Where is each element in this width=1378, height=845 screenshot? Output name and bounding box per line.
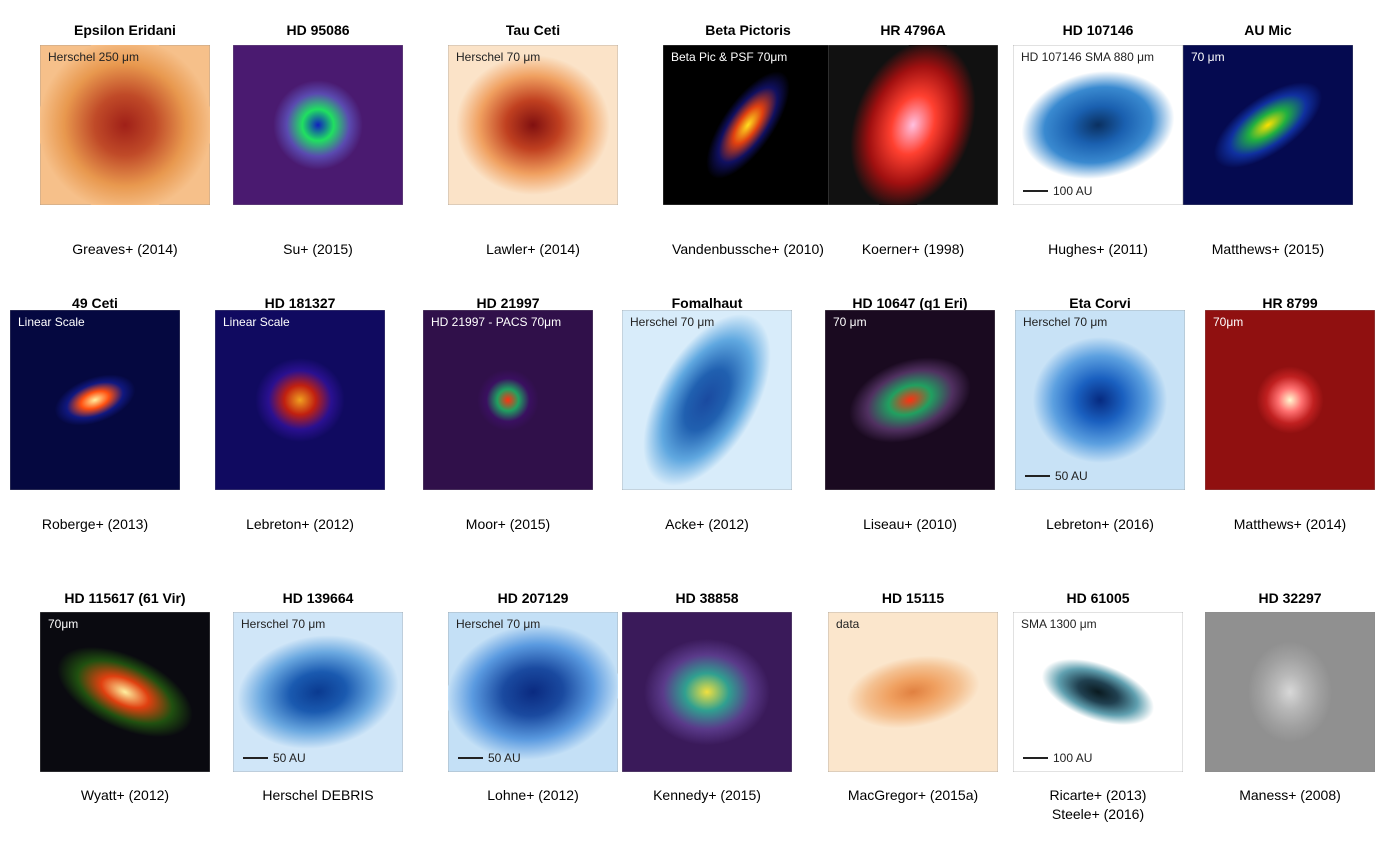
citation: Greaves+ (2014)	[25, 240, 225, 259]
disk-image: 70μm	[40, 612, 210, 772]
panel-title: Eta Corvi	[1000, 295, 1200, 311]
image-label: 70μm	[1213, 315, 1243, 329]
scale-label: 100 AU	[1053, 751, 1092, 765]
disk-image: Herschel 70 μm	[448, 45, 618, 205]
disk-image	[233, 45, 403, 205]
disk-image	[622, 612, 792, 772]
citation: Lawler+ (2014)	[433, 240, 633, 259]
disk-image: Linear Scale	[215, 310, 385, 490]
disk-image	[1205, 612, 1375, 772]
disk-image: Herschel 70 μm 50 AU	[1015, 310, 1185, 490]
panel-title: HD 21997	[408, 295, 608, 311]
panel-title: AU Mic	[1168, 22, 1368, 38]
panel-title: HD 32297	[1190, 590, 1378, 606]
disk-image: SMA 1300 μm 100 AU	[1013, 612, 1183, 772]
panel-title: Epsilon Eridani	[25, 22, 225, 38]
panel-title: HR 4796A	[813, 22, 1013, 38]
disk-image: Herschel 70 μm 50 AU	[233, 612, 403, 772]
panel-title: HD 139664	[218, 590, 418, 606]
citation: Roberge+ (2013)	[0, 515, 195, 534]
image-label: SMA 1300 μm	[1021, 617, 1097, 631]
image-label: 70μm	[48, 617, 78, 631]
citation: Wyatt+ (2012)	[25, 786, 225, 805]
disk-image: Herschel 70 μm	[622, 310, 792, 490]
scale-label: 100 AU	[1053, 184, 1092, 198]
image-label: 70 μm	[833, 315, 867, 329]
disk-image: Linear Scale	[10, 310, 180, 490]
disk	[1033, 337, 1167, 463]
citation: Su+ (2015)	[218, 240, 418, 259]
panel-title: HR 8799	[1190, 295, 1378, 311]
image-label: HD 21997 - PACS 70μm	[431, 315, 561, 329]
disk-image: Herschel 250 μm	[40, 45, 210, 205]
disk-image: 70μm	[1205, 310, 1375, 490]
disk	[1256, 366, 1323, 433]
disk-image: 70 μm	[825, 310, 995, 490]
disk-image: 70 μm	[1183, 45, 1353, 205]
panel-title: HD 61005	[998, 590, 1198, 606]
panel-title: HD 115617 (61 Vir)	[25, 590, 225, 606]
disk	[644, 639, 770, 745]
image-label: HD 107146 SMA 880 μm	[1021, 50, 1154, 64]
disk	[273, 80, 363, 170]
panel-title: HD 181327	[200, 295, 400, 311]
page: Epsilon Eridani Herschel 250 μm Greaves+ (…	[0, 0, 1378, 845]
citation: Moor+ (2015)	[408, 515, 608, 534]
citation: MacGregor+ (2015a)	[813, 786, 1013, 805]
disk-image: Beta Pic & PSF 70μm	[663, 45, 833, 205]
citation: Steele+ (2016)	[998, 805, 1198, 824]
image-label: Beta Pic & PSF 70μm	[671, 50, 787, 64]
scale-label: 50 AU	[273, 751, 306, 765]
disk	[456, 55, 610, 195]
panel-title: HD 207129	[433, 590, 633, 606]
disk-image: HD 107146 SMA 880 μm 100 AU	[1013, 45, 1183, 205]
image-label: Herschel 70 μm	[241, 617, 325, 631]
image-label: Herschel 70 μm	[1023, 315, 1107, 329]
citation: Lebreton+ (2016)	[1000, 515, 1200, 534]
citation: Kennedy+ (2015)	[607, 786, 807, 805]
image-label: Herschel 70 μm	[456, 617, 540, 631]
citation: Maness+ (2008)	[1190, 786, 1378, 805]
disk	[255, 358, 345, 442]
image-label: data	[836, 617, 860, 631]
image-label: Herschel 250 μm	[48, 50, 139, 64]
citation: Ricarte+ (2013)	[998, 786, 1198, 805]
disk	[1248, 642, 1332, 743]
panel-title: Tau Ceti	[433, 22, 633, 38]
citation: Herschel DEBRIS	[218, 786, 418, 805]
image-label: Linear Scale	[18, 315, 85, 329]
disk-image: Herschel 70 μm 50 AU	[448, 612, 618, 772]
image-label: Herschel 70 μm	[630, 315, 714, 329]
scale-label: 50 AU	[1055, 469, 1088, 483]
panel-title: 49 Ceti	[0, 295, 195, 311]
disk	[477, 369, 539, 431]
disk-image: data	[828, 612, 998, 772]
citation: Matthews+ (2014)	[1190, 515, 1378, 534]
disk-image	[828, 45, 998, 205]
image-label: 70 μm	[1191, 50, 1225, 64]
citation: Koerner+ (1998)	[813, 240, 1013, 259]
citation: Lebreton+ (2012)	[200, 515, 400, 534]
disk	[40, 45, 210, 205]
panel-title: HD 95086	[218, 22, 418, 38]
citation: Acke+ (2012)	[607, 515, 807, 534]
panel-title: Fomalhaut	[607, 295, 807, 311]
panel-title: HD 10647 (q1 Eri)	[810, 295, 1010, 311]
panel-title: HD 38858	[607, 590, 807, 606]
citation: Lohne+ (2012)	[433, 786, 633, 805]
scale-label: 50 AU	[488, 751, 521, 765]
disk-image: HD 21997 - PACS 70μm	[423, 310, 593, 490]
panel-title: HD 15115	[813, 590, 1013, 606]
citation: Matthews+ (2015)	[1168, 240, 1368, 259]
citation: Liseau+ (2010)	[810, 515, 1010, 534]
image-label: Linear Scale	[223, 315, 290, 329]
image-label: Herschel 70 μm	[456, 50, 540, 64]
